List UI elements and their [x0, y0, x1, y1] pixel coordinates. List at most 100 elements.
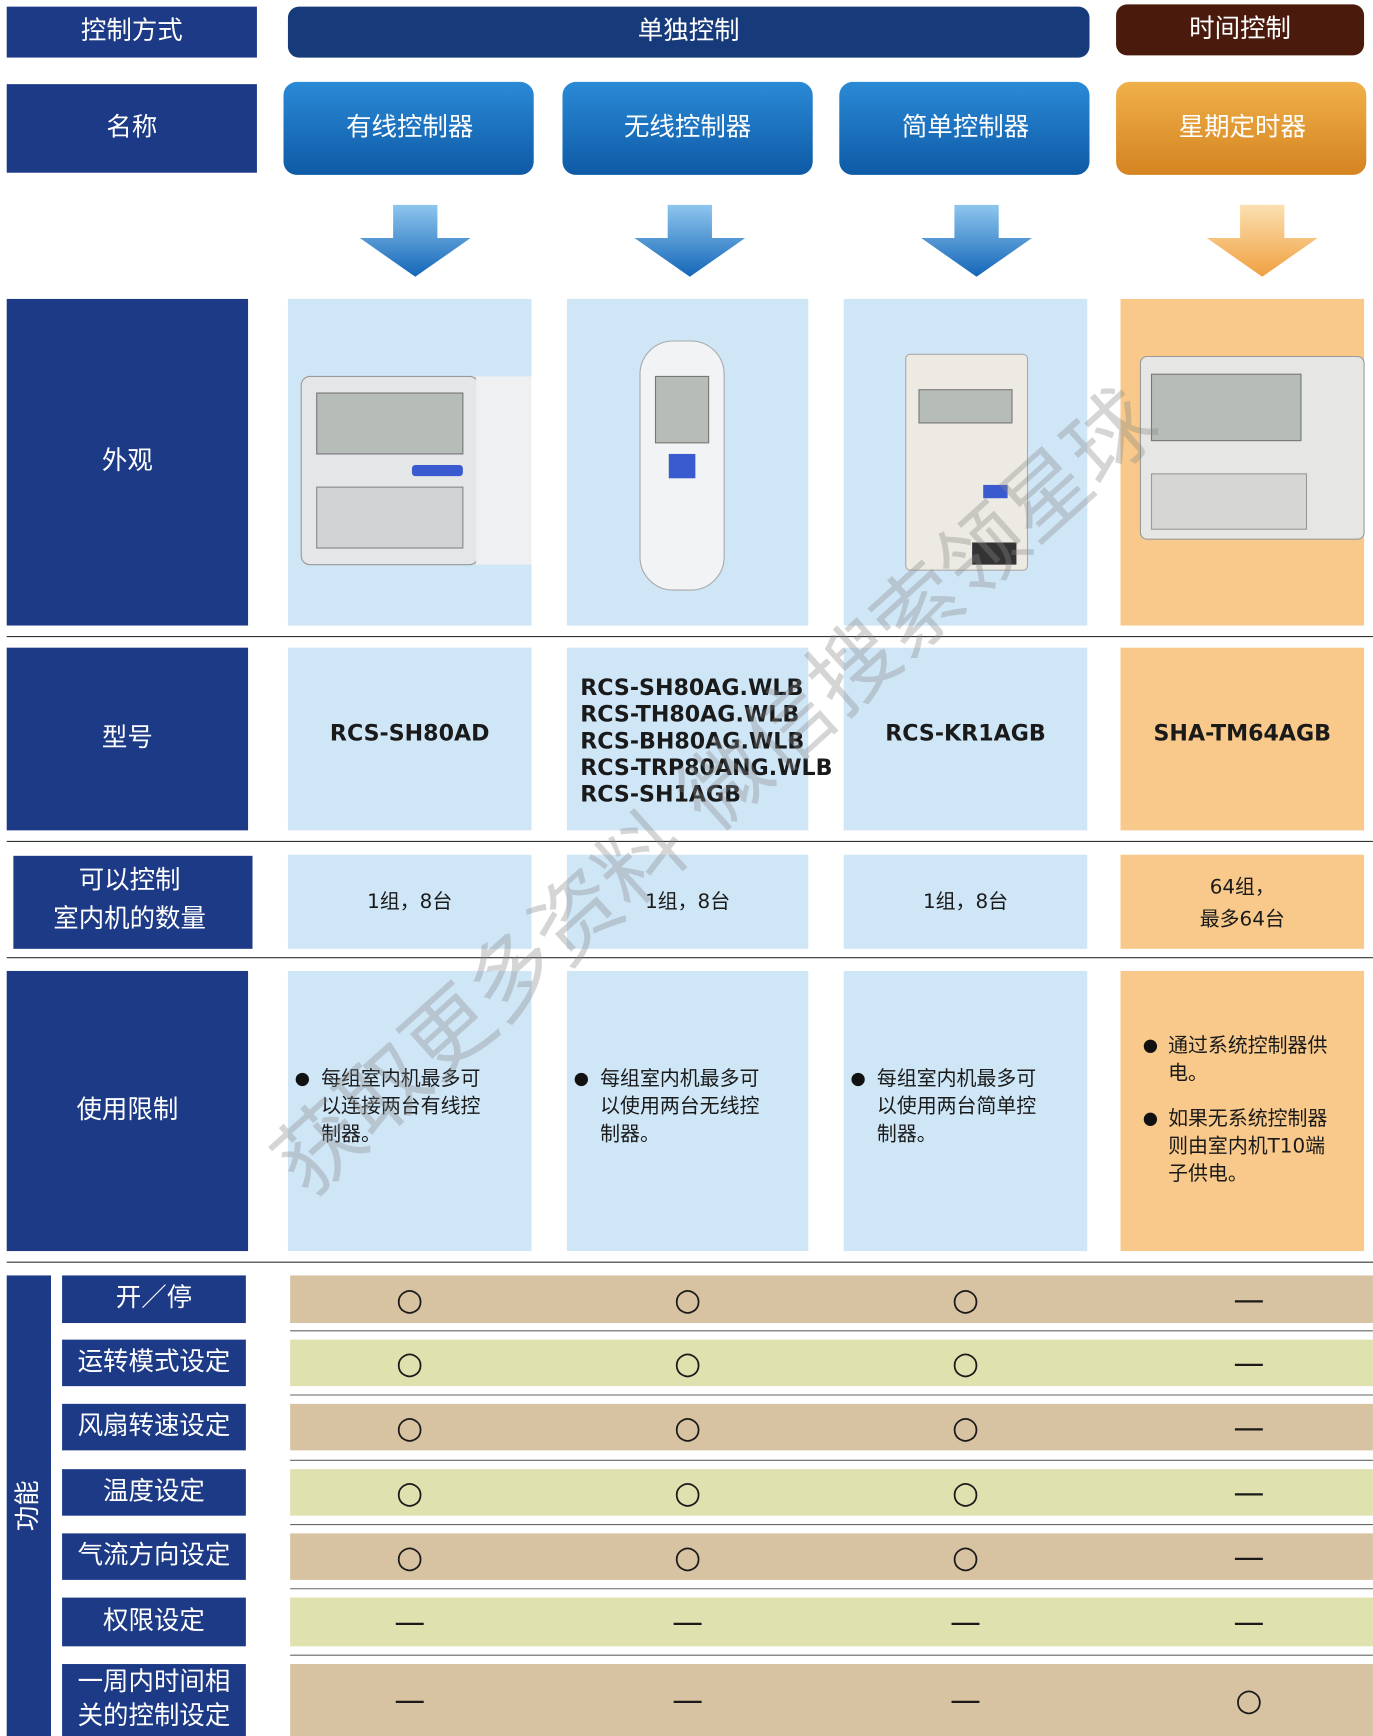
function-mark: ○ [396, 1410, 423, 1446]
limit-text: 以使用两台简单控 [877, 1095, 1036, 1118]
function-band [290, 1597, 1373, 1647]
product-box [562, 81, 813, 175]
limit-text: 制器。 [321, 1122, 381, 1145]
function-mark: — [672, 1683, 703, 1719]
bullet [295, 1072, 309, 1087]
cell [1120, 647, 1365, 831]
product-name: 有线控制器 [346, 112, 473, 142]
limit-text: 每组室内机最多可 [600, 1067, 759, 1090]
function-label: 关的控制设定 [78, 1701, 231, 1731]
cell [287, 970, 532, 1252]
model-number: RCS-TH80AG.WLB [580, 702, 799, 728]
row-label-box [6, 84, 257, 173]
function-band [290, 1339, 1373, 1387]
product-name: 无线控制器 [624, 112, 751, 142]
count-value: 1组，8台 [645, 890, 730, 913]
bullet [1143, 1039, 1158, 1053]
limit-text: 以连接两台有线控 [321, 1095, 480, 1118]
model-number: SHA-TM64AGB [1154, 721, 1332, 747]
limit-text: 则由室内机T10端 [1168, 1135, 1325, 1158]
function-label-box [62, 1403, 246, 1451]
function-mark: ○ [1235, 1683, 1262, 1719]
function-mark: ○ [674, 1346, 701, 1382]
function-label-box [62, 1469, 246, 1516]
row-label: 型号 [102, 723, 153, 753]
function-label-box [62, 1275, 246, 1324]
function-mark: — [394, 1605, 425, 1641]
cell [566, 647, 809, 831]
function-mark: ○ [674, 1475, 701, 1511]
function-mark: ○ [396, 1539, 423, 1575]
function-mark: ○ [674, 1410, 701, 1446]
row-label-box [6, 298, 249, 626]
function-band [290, 1533, 1373, 1580]
group-label: 单独控制 [638, 16, 740, 46]
row-label-box [6, 6, 257, 58]
function-mark: ○ [952, 1282, 979, 1318]
function-mark: — [672, 1605, 703, 1641]
function-label: 温度设定 [103, 1476, 205, 1506]
function-label-box [62, 1339, 246, 1387]
function-mark: ○ [674, 1539, 701, 1575]
function-band [290, 1275, 1373, 1324]
cell [1120, 854, 1365, 949]
group-label: 时间控制 [1189, 14, 1291, 44]
function-mark: — [950, 1683, 981, 1719]
function-mark: ○ [952, 1346, 979, 1382]
cell [566, 854, 809, 949]
function-label-box [62, 1597, 246, 1647]
limit-text: 子供电。 [1168, 1162, 1248, 1185]
function-mark: ○ [674, 1282, 701, 1318]
row-label-box [6, 970, 249, 1252]
group-bar [287, 6, 1090, 58]
arrow [1206, 204, 1318, 277]
function-mark: — [950, 1605, 981, 1641]
function-mark: — [1233, 1475, 1264, 1511]
function-band [290, 1664, 1373, 1736]
wireless-controller [639, 340, 725, 591]
limit-text: 制器。 [600, 1122, 660, 1145]
bullet [1143, 1112, 1158, 1126]
model-number: RCS-KR1AGB [885, 721, 1046, 747]
product-name: 简单控制器 [902, 112, 1029, 142]
function-label: 权限设定 [103, 1606, 205, 1636]
simple-controller [905, 353, 1029, 571]
row-label-box [13, 855, 253, 949]
arrow [359, 204, 471, 277]
function-label: 开／停 [116, 1283, 192, 1313]
function-mark: ○ [952, 1410, 979, 1446]
row-label: 控制方式 [81, 16, 183, 46]
function-mark: ○ [396, 1282, 423, 1318]
row-label: 室内机的数量 [53, 904, 206, 934]
cell [843, 647, 1088, 831]
model-number: RCS-SH80AD [330, 721, 490, 747]
cell [566, 970, 809, 1252]
model-number: RCS-SH1AGB [580, 781, 741, 807]
function-mark: — [394, 1683, 425, 1719]
product-box [1116, 81, 1367, 175]
bullet [851, 1072, 865, 1087]
weekly-timer [1139, 355, 1365, 540]
cell [1120, 970, 1365, 1252]
limit-text: 如果无系统控制器 [1168, 1107, 1327, 1130]
row-label: 外观 [102, 446, 153, 476]
limit-text: 制器。 [877, 1122, 937, 1145]
arrow [634, 204, 746, 277]
function-band [290, 1469, 1373, 1516]
limit-text: 电。 [1168, 1061, 1208, 1084]
arrow [921, 204, 1032, 277]
count-value: 1组，8台 [367, 890, 452, 913]
function-mark: — [1233, 1605, 1264, 1641]
row-label: 名称 [106, 112, 157, 142]
function-mark: — [1233, 1346, 1264, 1382]
function-label-box [62, 1533, 246, 1580]
model-number: RCS-BH80AG.WLB [580, 728, 804, 754]
row-label: 可以控制 [79, 865, 181, 895]
cell [287, 854, 532, 949]
function-group: 功能 [13, 1480, 43, 1531]
function-mark: ○ [396, 1475, 423, 1511]
bullet [574, 1072, 588, 1087]
product-box [839, 81, 1090, 175]
limit-text: 以使用两台无线控 [600, 1095, 759, 1118]
